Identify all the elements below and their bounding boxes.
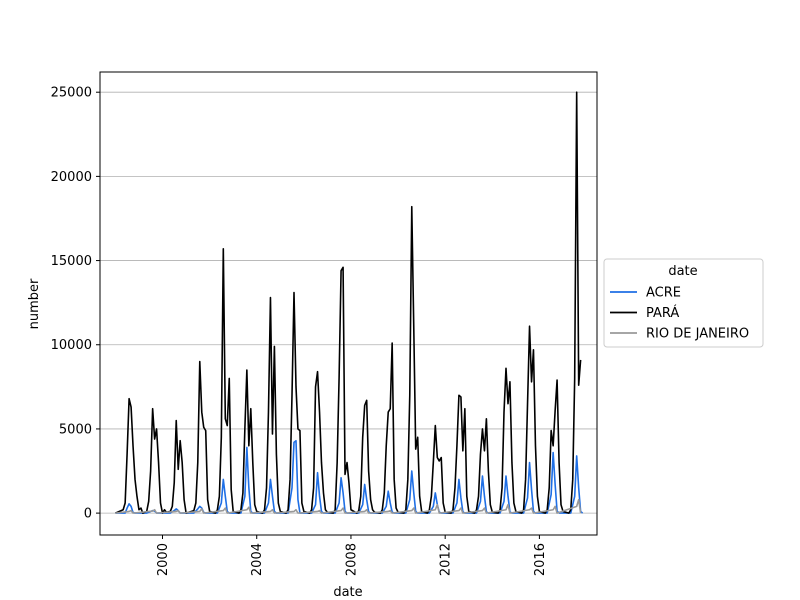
y-axis: 0 5000 10000 15000 20000 25000 — [51, 86, 100, 522]
y-tick-label: 25000 — [51, 86, 92, 101]
y-axis-label: number — [27, 278, 42, 329]
y-tick-label: 0 — [84, 507, 92, 522]
x-tick-label: 2004 — [250, 543, 265, 576]
plot-area — [99, 71, 598, 536]
x-tick-label: 2008 — [344, 543, 359, 576]
series-lines — [115, 91, 584, 514]
legend-label: PARÁ — [646, 305, 679, 321]
x-tick-label: 2000 — [156, 543, 171, 576]
x-axis-label: date — [333, 585, 362, 600]
x-tick-label: 2012 — [439, 543, 454, 576]
legend-label: RIO DE JANEIRO — [646, 327, 749, 342]
x-tick-label: 2016 — [533, 543, 548, 576]
y-tick-label: 5000 — [59, 422, 92, 437]
y-tick-label: 15000 — [51, 254, 92, 269]
series-line-2 — [115, 498, 582, 514]
y-tick-label: 10000 — [51, 338, 92, 353]
legend-items: ACRE PARÁ RIO DE JANEIRO — [610, 286, 749, 342]
legend-box — [603, 258, 764, 348]
legend: date ACRE PARÁ RIO DE JANEIRO — [603, 258, 764, 348]
legend-title: date — [668, 264, 697, 279]
series-line-1 — [115, 91, 582, 514]
x-axis: 2000 2004 2008 2012 2016 — [156, 535, 548, 576]
y-tick-label: 20000 — [51, 170, 92, 185]
legend-label: ACRE — [646, 286, 681, 301]
